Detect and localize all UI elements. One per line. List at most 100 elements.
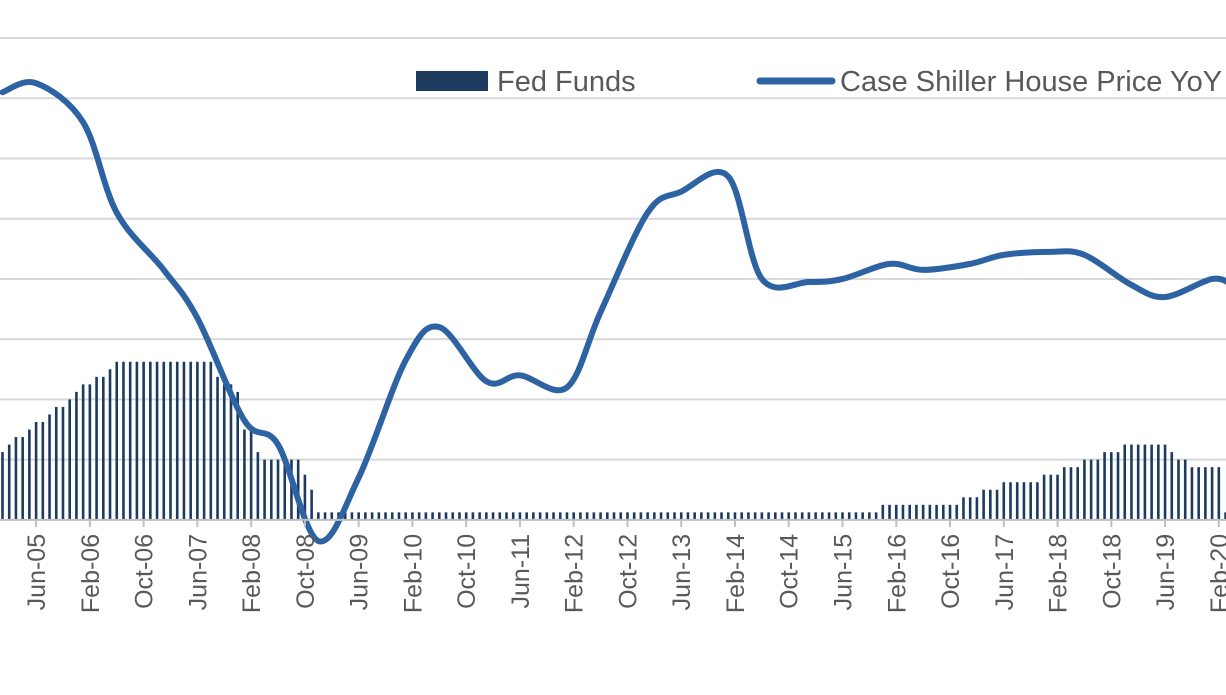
fed-funds-bar (263, 460, 266, 520)
fed-funds-bar (720, 512, 723, 520)
fed-funds-bar (109, 369, 112, 520)
house-price-point (728, 176, 729, 177)
fed-funds-bar (680, 512, 683, 520)
fed-funds-bar (848, 512, 851, 520)
fed-funds-bar (579, 512, 582, 520)
fed-funds-bar (868, 512, 871, 520)
fed-funds-bar (599, 512, 602, 520)
fed-funds-bar (1070, 467, 1073, 520)
fed-funds-bar (1211, 467, 1214, 520)
x-tick-label: Feb-06 (77, 534, 105, 613)
house-price-point (1003, 254, 1004, 255)
fed-funds-bar (861, 512, 864, 520)
fed-funds-bar (834, 512, 837, 520)
fed-funds-bar (707, 512, 710, 520)
fed-funds-bar (935, 505, 938, 520)
fed-funds-bar (82, 384, 85, 520)
x-tick-label: Jun-13 (668, 534, 696, 610)
house-price-point (358, 477, 359, 478)
fed-funds-bar (572, 512, 575, 520)
fed-funds-bar (1170, 452, 1173, 520)
fed-funds-bar (996, 490, 999, 520)
fed-funds-bar (55, 407, 58, 520)
house-price-point (889, 263, 890, 264)
x-tick-label: Feb-10 (399, 534, 427, 613)
fed-funds-bar (1191, 467, 1194, 520)
fed-funds-bar (364, 512, 367, 520)
fed-funds-bar (673, 512, 676, 520)
fed-funds-bar (821, 512, 824, 520)
fed-funds-bar (498, 512, 501, 520)
fed-funds-bar (243, 430, 246, 520)
fed-funds-bar (1090, 460, 1093, 520)
fed-funds-bar (445, 512, 448, 520)
fed-funds-bar (230, 384, 233, 520)
house-price-point (197, 318, 198, 319)
fed-funds-bar (888, 505, 891, 520)
x-tick-label: Oct-08 (292, 534, 320, 609)
fed-funds-bar (404, 512, 407, 520)
x-tick-label: Jun-11 (507, 534, 535, 609)
fed-funds-bar (942, 505, 945, 520)
fed-funds-bar (8, 445, 11, 520)
fed-funds-bar (48, 414, 51, 519)
fed-funds-bar (351, 512, 354, 520)
fed-funds-bar (122, 362, 125, 520)
fed-funds-bar (1036, 482, 1039, 520)
legend-label-fed-funds: Fed Funds (497, 66, 636, 98)
fed-funds-bar (1023, 482, 1026, 520)
fed-funds-bar (1103, 452, 1106, 520)
fed-funds-bar (21, 437, 24, 520)
fed-funds-bar (915, 505, 918, 520)
fed-funds-bar (68, 399, 71, 519)
house-price-point (600, 312, 601, 313)
fed-funds-bar (962, 497, 965, 520)
fed-funds-bar (169, 362, 172, 520)
fed-funds-bar (633, 512, 636, 520)
fed-funds-bar (75, 392, 78, 520)
fed-funds-bar (378, 512, 381, 520)
fed-funds-bar (855, 512, 858, 520)
fed-funds-bar (1002, 482, 1005, 520)
x-tick-label: Jun-15 (830, 534, 858, 610)
fed-funds-bar (1029, 482, 1032, 520)
fed-funds-bar (183, 362, 186, 520)
fed-funds-bar (559, 512, 562, 520)
fed-funds-bar (532, 512, 535, 520)
fed-funds-bar (1076, 467, 1079, 520)
fed-funds-bar (1, 452, 4, 520)
fed-funds-bar (525, 512, 528, 520)
fed-funds-bar (747, 512, 750, 520)
fed-funds-bar (841, 512, 844, 520)
house-price-point (519, 375, 520, 376)
fed-funds-bar (754, 512, 757, 520)
fed-funds-bar (619, 512, 622, 520)
house-price-point (808, 281, 809, 282)
fed-funds-bar (485, 512, 488, 520)
fed-funds-bar (189, 362, 192, 520)
fed-funds-bar (391, 512, 394, 520)
x-tick-label: Feb-14 (722, 534, 750, 613)
fed-funds-bar (458, 512, 461, 520)
fed-funds-bar (1197, 467, 1200, 520)
fed-funds-bar (431, 512, 434, 520)
fed-funds-bar (1110, 452, 1113, 520)
fed-funds-bar (1083, 460, 1086, 520)
fed-funds-bar (478, 512, 481, 520)
fed-funds-bar (539, 512, 542, 520)
fed-funds-bar (1009, 482, 1012, 520)
fed-funds-bar (1204, 467, 1207, 520)
fed-funds-bar (693, 512, 696, 520)
house-price-point (923, 269, 924, 270)
x-tick-label: Jun-07 (184, 534, 212, 610)
house-price-point (83, 122, 84, 123)
x-tick-label: Jun-17 (991, 534, 1019, 610)
fed-funds-bar (640, 512, 643, 520)
fed-funds-bar (330, 512, 333, 520)
fed-funds-bar (512, 512, 515, 520)
fed-funds-bar (660, 512, 663, 520)
legend-label-house-price: Case Shiller House Price YoY (840, 66, 1222, 98)
fed-funds-bar (1177, 460, 1180, 520)
house-price-point (566, 387, 567, 388)
x-tick-label: Feb-18 (1045, 534, 1073, 613)
